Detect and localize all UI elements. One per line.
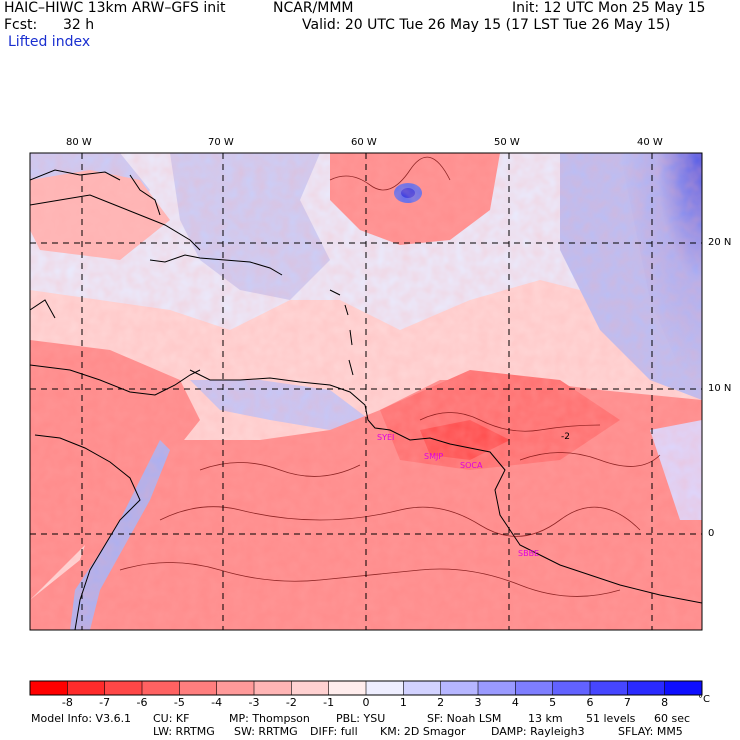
colorbar-swatch <box>142 681 180 695</box>
colorbar-tick-label: -5 <box>173 696 185 709</box>
colorbar-swatch <box>366 681 404 695</box>
colorbar-tick-label: -8 <box>61 696 73 709</box>
model-info-sw: SW: RRTMG <box>234 725 298 738</box>
colorbar-swatch <box>179 681 218 695</box>
station-sbbe: SBBE <box>518 549 540 558</box>
colorbar-swatch <box>104 681 143 695</box>
colorbar-swatch <box>403 681 442 695</box>
colorbar-tick-label: -4 <box>211 696 223 709</box>
forecast-label: Fcst: <box>4 17 38 33</box>
colorbar-tick-label: -6 <box>136 696 148 709</box>
model-info-mp: MP: Thompson <box>229 712 310 725</box>
lon-label-40w: 40 W <box>637 137 663 148</box>
colorbar-tick-label: 1 <box>399 696 407 709</box>
colorbar-swatch <box>67 681 106 695</box>
center-label: NCAR/MMM <box>273 0 354 16</box>
colorbar-tick-label: 8 <box>661 696 669 709</box>
colorbar-swatch <box>291 681 330 695</box>
colorbar-tick-label: 5 <box>549 696 557 709</box>
model-info-timestep: 60 sec <box>654 712 691 725</box>
model-info-km: KM: 2D Smagor <box>380 725 466 738</box>
lat-label-20n: 20 N <box>708 237 732 248</box>
model-info-diff: DIFF: full <box>310 725 358 738</box>
init-time: Init: 12 UTC Mon 25 May 15 <box>512 0 706 16</box>
colorbar-swatch <box>328 681 367 695</box>
model-info-res: 13 km <box>528 712 563 725</box>
model-info-sf: SF: Noah LSM <box>427 712 502 725</box>
colorbar-tick-label: 2 <box>437 696 445 709</box>
colorbar-tick-label: -7 <box>99 696 111 709</box>
colorbar-swatch <box>627 681 666 695</box>
model-info-lw: LW: RRTMG <box>153 725 215 738</box>
model-info-levels: 51 levels <box>586 712 636 725</box>
colorbar <box>29 680 703 696</box>
model-info-pbl: PBL: YSU <box>336 712 386 725</box>
coastlines <box>30 169 702 630</box>
colorbar-tick-label: -3 <box>248 696 260 709</box>
colorbar-tick-label: -2 <box>285 696 297 709</box>
colorbar-tick-label: 0 <box>362 696 370 709</box>
colorbar-tick-label: -1 <box>323 696 335 709</box>
forecast-hour: 32 h <box>63 17 95 33</box>
contour-label: -2 <box>561 432 570 442</box>
colorbar-tick-label: 4 <box>511 696 519 709</box>
colorbar-swatch <box>590 681 628 695</box>
graticule <box>30 153 702 630</box>
colorbar-tick-label: 3 <box>474 696 482 709</box>
station-syei: SYEI <box>377 433 395 442</box>
model-info-cu: CU: KF <box>153 712 190 725</box>
model-info-version: Model Info: V3.6.1 <box>31 712 132 725</box>
model-info-damp: DAMP: Rayleigh3 <box>491 725 585 738</box>
colorbar-swatch <box>440 681 479 695</box>
colorbar-swatch <box>254 681 292 695</box>
valid-time: Valid: 20 UTC Tue 26 May 15 (17 LST Tue … <box>302 17 671 33</box>
lon-label-50w: 50 W <box>494 137 520 148</box>
lon-label-70w: 70 W <box>208 137 234 148</box>
colorbar-tick-label: 6 <box>586 696 594 709</box>
colorbar-swatch <box>478 681 516 695</box>
model-info-sflay: SFLAY: MM5 <box>618 725 683 738</box>
colorbar-swatch <box>216 681 255 695</box>
colorbar-swatch <box>515 681 554 695</box>
field-name: Lifted index <box>8 34 91 50</box>
contour-lines <box>119 156 661 597</box>
map-frame <box>29 152 703 631</box>
colorbar-swatch <box>30 681 68 695</box>
colorbar-swatch <box>664 681 703 695</box>
lon-label-60w: 60 W <box>351 137 377 148</box>
station-smjp: SMJP <box>424 452 444 461</box>
colorbar-tick-label: 7 <box>623 696 631 709</box>
model-title: HAIC–HIWC 13km ARW–GFS init <box>4 0 226 16</box>
station-soca: SOCA <box>460 461 483 470</box>
colorbar-swatch <box>552 681 591 695</box>
lat-label-10n: 10 N <box>708 383 732 394</box>
colorbar-unit: °C <box>698 694 710 705</box>
lat-label-0: 0 <box>708 528 715 539</box>
lon-label-80w: 80 W <box>66 137 92 148</box>
